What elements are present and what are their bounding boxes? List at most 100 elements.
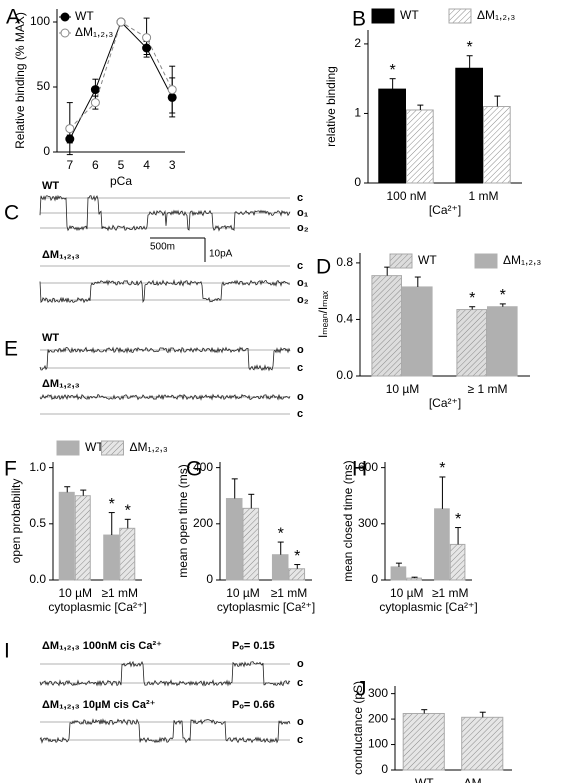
- y-tick-label: 200: [193, 516, 213, 530]
- x-tick-label: 10 µM: [58, 586, 92, 600]
- legend-swatch: [448, 8, 472, 24]
- current-trace: [39, 718, 291, 744]
- bar: [487, 306, 518, 377]
- legend-swatch: [56, 440, 80, 456]
- level-label: o: [297, 344, 304, 356]
- y-tick-label: 0: [206, 572, 213, 586]
- y-tick-label: 0.8: [336, 255, 353, 269]
- legend-label: ΔM₁,₂,₃: [503, 253, 541, 267]
- bar: [456, 309, 487, 377]
- legend-marker: [60, 12, 70, 22]
- bar: [242, 507, 260, 581]
- y-axis-label: conductance (pS): [351, 681, 365, 775]
- y-tick-label: 50: [37, 79, 51, 93]
- level-label: c: [297, 677, 303, 689]
- x-tick-label: 10 µM: [226, 586, 260, 600]
- bar: [461, 716, 504, 771]
- panel-label: J: [356, 678, 367, 701]
- x-tick-label: WT: [415, 776, 434, 783]
- trace-label: ΔM₁,₂,₃: [42, 378, 80, 390]
- bar: [402, 712, 445, 771]
- point: [90, 85, 100, 95]
- x-tick-label: ≥1 mM: [432, 586, 469, 600]
- x-axis-label: cytoplasmic [Ca²⁺]: [379, 600, 477, 614]
- bar: [74, 495, 91, 581]
- x-tick-label: ΔM₁,₂,₃: [464, 776, 502, 783]
- bar: [119, 527, 136, 581]
- point: [142, 33, 152, 43]
- legend-swatch: [389, 253, 413, 269]
- point: [65, 124, 75, 134]
- x-tick-label: 3: [169, 158, 176, 172]
- trace-label: ΔM₁,₂,₃ 10µM cis Ca²⁺: [42, 699, 156, 711]
- legend-swatch: [474, 253, 498, 269]
- y-tick-label: 2: [354, 36, 361, 50]
- bar: [103, 534, 120, 581]
- level-label: o₁: [297, 277, 309, 289]
- x-tick-label: 100 nM: [386, 189, 426, 203]
- significance-mark: *: [390, 62, 396, 79]
- bar: [288, 568, 306, 581]
- legend-swatch: [101, 440, 124, 456]
- point: [90, 98, 100, 108]
- bar: [58, 491, 75, 581]
- x-axis-label: [Ca²⁺]: [429, 396, 461, 410]
- open-probability: Pₒ= 0.15: [232, 640, 275, 652]
- current-trace: [39, 346, 291, 372]
- x-tick-label: ≥ 1 mM: [468, 382, 508, 396]
- x-tick-label: ≥1 mM: [271, 586, 308, 600]
- significance-mark: *: [469, 290, 475, 307]
- level-label: o: [297, 391, 304, 403]
- y-tick-label: 600: [358, 460, 378, 474]
- panel-label: E: [4, 338, 18, 361]
- x-axis-label: cytoplasmic [Ca²⁺]: [217, 600, 315, 614]
- x-tick-label: 4: [143, 158, 150, 172]
- y-tick-label: 1: [354, 106, 361, 120]
- bar: [455, 67, 483, 184]
- x-tick-label: 1 mM: [469, 189, 499, 203]
- level-label: c: [297, 408, 303, 420]
- bar: [434, 508, 450, 581]
- significance-mark: *: [294, 548, 300, 565]
- y-tick-label: 0: [371, 572, 378, 586]
- current-trace: [39, 393, 291, 401]
- bar: [390, 566, 407, 581]
- legend-swatch: [371, 8, 395, 24]
- legend-label: ΔM₁,₂,₃: [75, 25, 113, 39]
- x-tick-label: 6: [92, 158, 99, 172]
- bar: [378, 88, 406, 184]
- panel-label: A: [6, 6, 20, 29]
- y-tick-label: 100: [30, 14, 50, 28]
- significance-mark: *: [125, 503, 131, 520]
- bar: [406, 109, 434, 184]
- y-axis-label: Relative binding (% MAX): [13, 12, 27, 149]
- y-tick-label: 200: [368, 711, 388, 725]
- bar: [483, 106, 511, 184]
- panel-label: H: [352, 458, 367, 481]
- legend-label: ΔM₁,₂,₃: [477, 8, 515, 22]
- x-axis-label: [Ca²⁺]: [429, 203, 461, 217]
- bar: [402, 286, 433, 377]
- bar: [225, 498, 243, 581]
- x-tick-label: ≥1 mM: [101, 586, 138, 600]
- panel-label: G: [186, 458, 202, 481]
- level-label: c: [297, 734, 303, 746]
- significance-mark: *: [278, 525, 284, 542]
- legend-label: ΔM₁,₂,₃: [130, 440, 168, 454]
- bar: [449, 543, 466, 581]
- y-tick-label: 0: [354, 175, 361, 189]
- significance-mark: *: [439, 460, 445, 477]
- trace-label: ΔM₁,₂,₃ 100nM cis Ca²⁺: [42, 640, 162, 652]
- legend-label: WT: [400, 8, 419, 22]
- current-trace: [39, 660, 291, 687]
- bar: [271, 554, 289, 581]
- x-tick-label: 7: [66, 158, 73, 172]
- panel-label: F: [4, 458, 17, 481]
- y-axis-label: relative binding: [324, 66, 338, 147]
- y-tick-label: 0.0: [29, 572, 46, 586]
- x-tick-label: 5: [118, 158, 125, 172]
- y-tick-label: 1.0: [29, 460, 46, 474]
